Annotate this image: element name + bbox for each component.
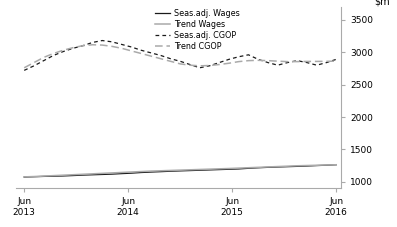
Y-axis label: $m: $m xyxy=(374,0,389,7)
Legend: Seas.adj. Wages, Trend Wages, Seas.adj. CGOP, Trend CGOP: Seas.adj. Wages, Trend Wages, Seas.adj. … xyxy=(156,9,240,51)
